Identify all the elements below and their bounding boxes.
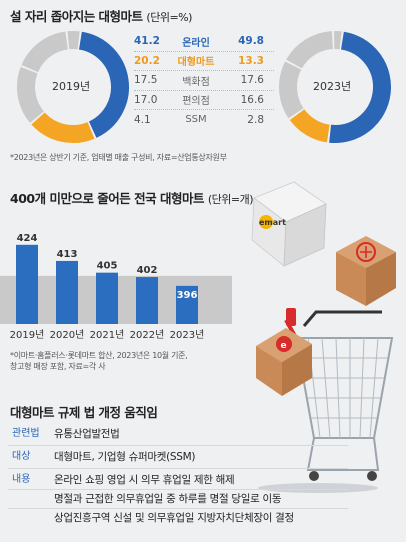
bar-2022년 bbox=[136, 277, 158, 324]
share-label: 백화점 bbox=[182, 76, 210, 88]
share-row-mart: 20.2 대형마트 13.3 bbox=[134, 52, 274, 71]
cart-wheel-icon bbox=[367, 471, 377, 481]
regulation-key: 관련법 bbox=[12, 428, 40, 439]
regulation-key: 대상 bbox=[12, 451, 31, 462]
regulation-content-line: 상업진흥구역 신설 및 의무휴업일 지방자치단체장이 결정 bbox=[8, 508, 348, 527]
bar-value-label: 424 bbox=[17, 233, 38, 244]
share-2023-value: 17.6 bbox=[240, 74, 264, 87]
bar-2019년 bbox=[16, 244, 38, 324]
share-2019-value: 17.0 bbox=[134, 93, 158, 106]
regulation-key: 내용 bbox=[12, 474, 31, 485]
regulation-row-content: 내용 온라인 쇼핑 영업 시 의무 휴업일 제한 해제 명절과 근접한 의무휴업… bbox=[8, 469, 348, 529]
donut-slice-백화점 bbox=[279, 61, 304, 119]
bar-category-label: 2021년 bbox=[90, 329, 125, 341]
share-2023-value: 49.8 bbox=[238, 35, 264, 48]
bar-2023년 bbox=[176, 285, 198, 324]
bar-source-note: *이마트·홈플러스·롯데마트 합산, 2023년은 10월 기준, 창고형 매장… bbox=[10, 351, 188, 371]
share-label: 편의점 bbox=[182, 96, 210, 108]
bar-category-label: 2023년 bbox=[170, 329, 205, 341]
homeplus-box-illustration bbox=[336, 236, 396, 306]
donut-chart-2019 bbox=[17, 31, 129, 143]
emart-logo-icon bbox=[259, 215, 273, 229]
share-2023-value: 13.3 bbox=[238, 54, 264, 67]
share-row-department: 17.5 백화점 17.6 bbox=[134, 71, 274, 91]
share-2023-value: 2.8 bbox=[247, 113, 264, 126]
lotte-logo-icon bbox=[276, 336, 292, 352]
regulation-value: 유통산업발전법 bbox=[54, 428, 120, 440]
regulation-content-line: 명절과 근접한 의무휴업일 중 하루를 명절 당일로 이동 bbox=[8, 489, 348, 508]
share-2023-value: 16.6 bbox=[240, 93, 264, 106]
donut-slice-편의점 bbox=[21, 31, 69, 73]
svg-text:e: e bbox=[281, 341, 287, 351]
bar-value-label: 405 bbox=[97, 261, 118, 272]
share-label: 대형마트 bbox=[177, 57, 215, 69]
bar-value-label: 396 bbox=[177, 290, 198, 301]
share-title-text: 설 자리 좁아지는 대형마트 bbox=[10, 9, 143, 24]
share-2019-value: 4.1 bbox=[134, 113, 151, 126]
bar-2020년 bbox=[56, 260, 78, 324]
shopping-cart-illustration: e bbox=[256, 308, 394, 493]
donut-slice-편의점 bbox=[286, 31, 334, 69]
bar-category-label: 2019년 bbox=[10, 329, 45, 341]
regulation-content-text: 온라인 쇼핑 영업 시 의무 휴업일 제한 해제 bbox=[54, 474, 235, 486]
bar-2021년 bbox=[96, 272, 118, 324]
regulation-title: 대형마트 규제 법 개정 움직임 bbox=[10, 405, 158, 420]
share-2019-value: 20.2 bbox=[134, 54, 160, 67]
donut-2023-year: 2023년 bbox=[313, 80, 352, 93]
share-label: SSM bbox=[185, 114, 207, 126]
bar-value-label: 413 bbox=[57, 249, 78, 260]
share-comparison-table: 41.2 온라인 49.8 20.2 대형마트 13.3 17.5 백화점 17… bbox=[134, 32, 274, 130]
bar-title: 400개 미만으로 줄어든 전국 대형마트 (단위=개) bbox=[10, 188, 254, 207]
regulation-content-line: 내용 온라인 쇼핑 영업 시 의무 휴업일 제한 해제 bbox=[8, 471, 348, 489]
bar-value-label: 402 bbox=[137, 265, 158, 276]
regulation-row-target: 대상 대형마트, 기업형 슈퍼마켓(SSM) bbox=[8, 446, 348, 469]
emart-box-illustration: emart bbox=[251, 181, 327, 267]
bar-title-text: 400개 미만으로 줄어든 전국 대형마트 bbox=[10, 191, 205, 206]
share-title: 설 자리 좁아지는 대형마트 (단위=%) bbox=[10, 6, 192, 25]
red-logo-icon bbox=[356, 242, 376, 262]
share-source-note: *2023년은 상반기 기준, 업태별 매출 구성비, 자료=산업통상자원부 bbox=[10, 153, 227, 162]
donut-slice-백화점 bbox=[17, 66, 45, 123]
share-row-convenience: 17.0 편의점 16.6 bbox=[134, 91, 274, 110]
donut-2019-year: 2019년 bbox=[52, 80, 91, 93]
share-2019-value: 17.5 bbox=[134, 74, 158, 87]
share-row-online: 41.2 온라인 49.8 bbox=[134, 32, 274, 52]
share-unit: (단위=%) bbox=[146, 11, 192, 24]
donut-slice-대형마트 bbox=[289, 109, 331, 143]
donut-chart-2023 bbox=[279, 31, 391, 143]
regulation-row-law: 관련법 유통산업발전법 bbox=[8, 423, 348, 446]
share-row-ssm: 4.1 SSM 2.8 bbox=[134, 110, 274, 130]
regulation-table: 관련법 유통산업발전법 대상 대형마트, 기업형 슈퍼마켓(SSM) 내용 온라… bbox=[8, 423, 348, 529]
bar-category-label: 2022년 bbox=[130, 329, 165, 341]
donut-slice-대형마트 bbox=[31, 112, 95, 143]
emart-logo-text: emart bbox=[259, 218, 286, 227]
bar-unit: (단위=개) bbox=[207, 193, 254, 206]
share-label: 온라인 bbox=[182, 37, 210, 49]
donut-slice-온라인 bbox=[329, 31, 391, 143]
bar-chart: 424 2019년 413 2020년 405 2021년 402 2022년 396 2023년 bbox=[0, 233, 232, 341]
regulation-content-text: 명절과 근접한 의무휴업일 중 하루를 명절 당일로 이동 bbox=[54, 493, 282, 505]
regulation-content-text: 상업진흥구역 신설 및 의무휴업일 지방자치단체장이 결정 bbox=[54, 512, 294, 524]
bar-category-label: 2020년 bbox=[50, 329, 85, 341]
cart-wheel-icon bbox=[309, 471, 319, 481]
share-2019-value: 41.2 bbox=[134, 35, 160, 48]
regulation-value: 대형마트, 기업형 슈퍼마켓(SSM) bbox=[54, 451, 196, 463]
donut-slice-온라인 bbox=[78, 31, 129, 138]
